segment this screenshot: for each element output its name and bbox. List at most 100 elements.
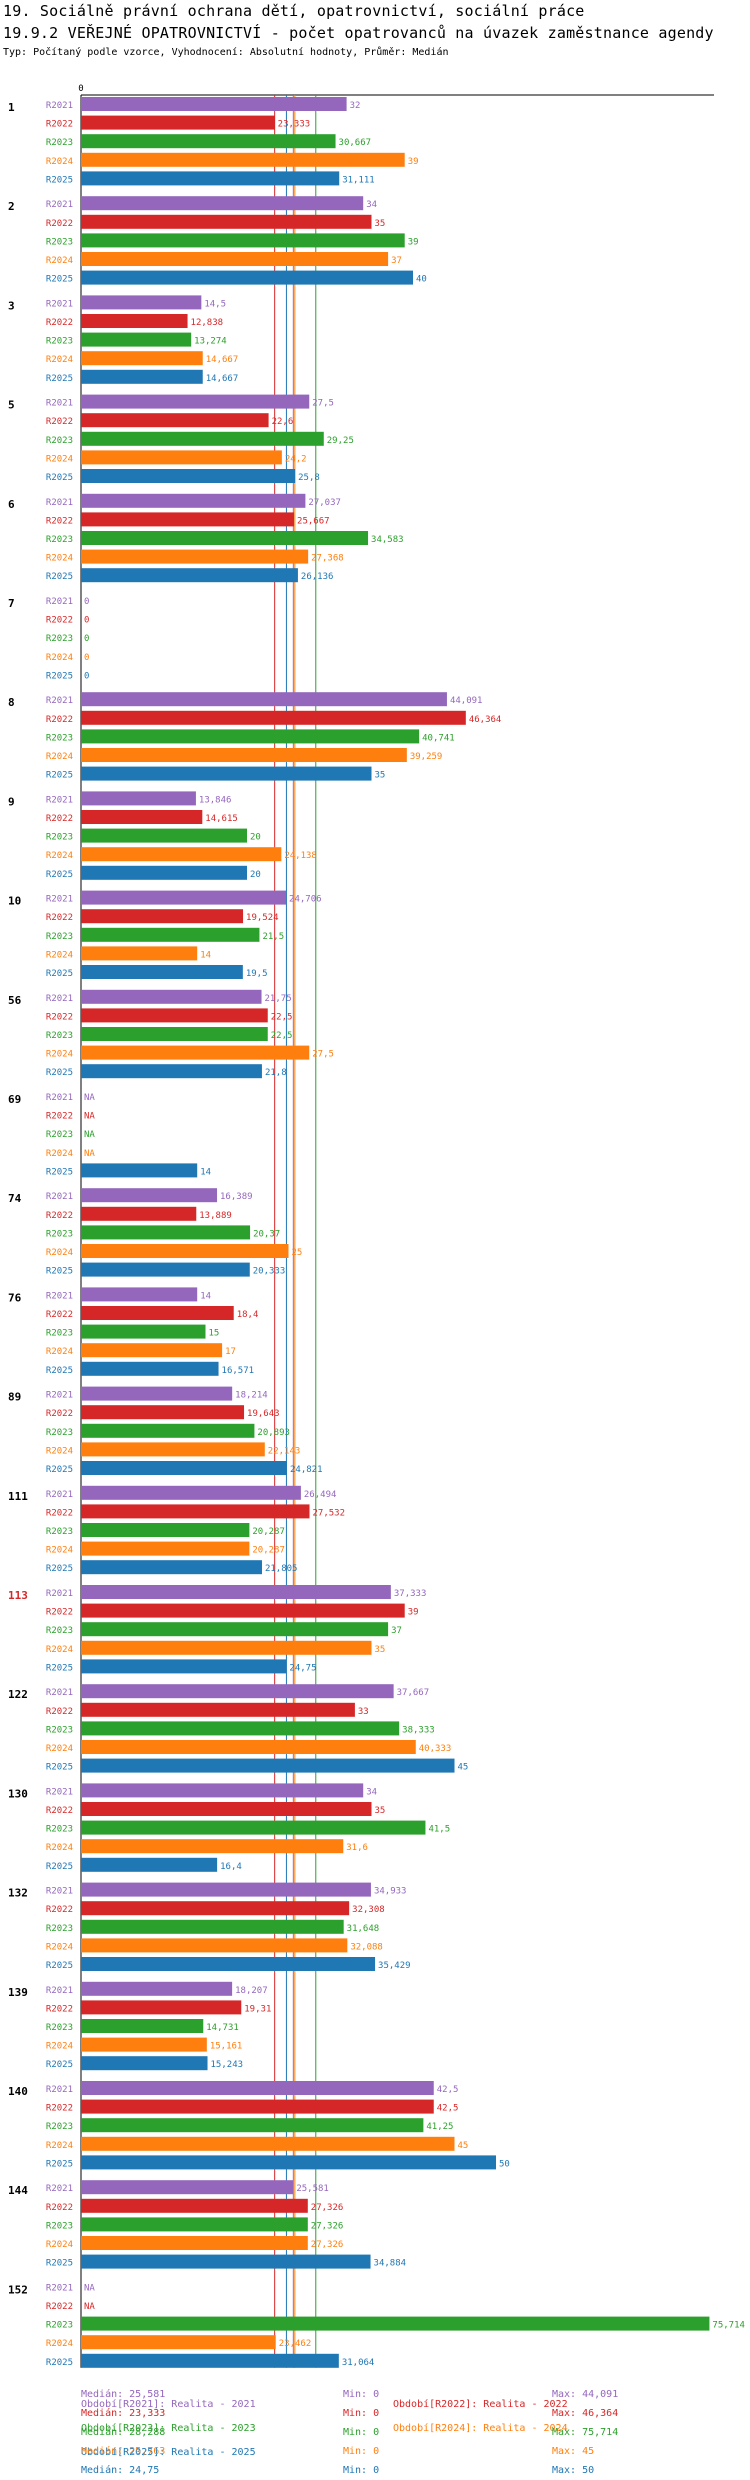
series-label-10-R2021: R2021	[46, 895, 73, 905]
value-label-113-R2021: 37,333	[394, 1589, 427, 1599]
group-label-56: 56	[8, 994, 22, 1007]
bar-76-R2022	[81, 1306, 234, 1320]
value-label-122-R2023: 38,333	[402, 1725, 435, 1735]
group-label-5: 5	[8, 399, 15, 412]
value-label-130-R2022: 35	[375, 1806, 386, 1816]
value-label-1-R2024: 39	[408, 157, 419, 167]
value-label-9-R2022: 14,615	[205, 814, 238, 824]
value-label-3-R2023: 13,274	[194, 337, 227, 347]
value-label-140-R2022: 42,5	[437, 2104, 459, 2114]
series-label-56-R2021: R2021	[46, 994, 73, 1004]
group-label-2: 2	[8, 200, 15, 213]
group-label-69: 69	[8, 1093, 21, 1106]
series-label-113-R2023: R2023	[46, 1626, 73, 1636]
value-label-3-R2025: 14,667	[206, 374, 239, 384]
group-label-8: 8	[8, 696, 15, 709]
series-label-3-R2024: R2024	[46, 355, 73, 365]
value-label-8-R2025: 35	[375, 771, 386, 781]
value-label-10-R2021: 24,706	[289, 895, 322, 905]
bar-2-R2023	[81, 233, 405, 248]
bar-9-R2024	[81, 847, 282, 862]
value-label-144-R2023: 27,326	[311, 2221, 344, 2231]
bar-5-R2023	[81, 431, 324, 446]
value-label-144-R2024: 27,326	[311, 2240, 344, 2250]
bar-74-R2025	[81, 1262, 250, 1277]
bar-9-R2021	[81, 791, 196, 806]
bar-1-R2022	[81, 115, 275, 130]
bar-56-R2021	[81, 989, 262, 1004]
value-label-5-R2022: 22,6	[272, 417, 294, 427]
value-label-56-R2024: 27,5	[312, 1050, 334, 1060]
legend-entry-4: Období[R2024]: Realita - 2024	[393, 2422, 568, 2434]
series-label-152-R2023: R2023	[46, 2321, 73, 2331]
value-label-132-R2024: 32,088	[350, 1942, 383, 1952]
bar-144-R2025	[81, 2254, 371, 2269]
bar-140-R2022	[81, 2099, 434, 2114]
bar-56-R2022	[81, 1008, 268, 1023]
bar-89-R2023	[81, 1423, 255, 1438]
value-label-5-R2024: 24,2	[285, 454, 307, 464]
series-label-139-R2021: R2021	[46, 1986, 73, 1996]
value-label-8-R2024: 39,259	[410, 752, 443, 762]
value-label-111-R2021: 26,494	[304, 1490, 337, 1500]
bar-76-R2023	[81, 1324, 206, 1339]
group-label-122: 122	[8, 1688, 28, 1701]
bar-1-R2023	[81, 134, 336, 149]
value-label-10-R2025: 19,5	[246, 969, 268, 979]
series-label-122-R2024: R2024	[46, 1744, 73, 1754]
value-label-74-R2021: 16,389	[220, 1192, 253, 1202]
value-label-9-R2021: 13,846	[199, 795, 232, 805]
series-label-69-R2024: R2024	[46, 1149, 73, 1159]
value-label-76-R2022: 18,4	[237, 1310, 259, 1320]
value-label-139-R2023: 14,731	[206, 2023, 239, 2033]
bar-122-R2025	[81, 1758, 455, 1773]
group-label-152: 152	[8, 2283, 28, 2296]
series-label-69-R2021: R2021	[46, 1093, 73, 1103]
axis-zero-label: 0	[78, 84, 83, 94]
bar-56-R2023	[81, 1027, 268, 1041]
value-label-69-R2021: NA	[84, 1093, 95, 1103]
stat-median-3: Medián: 28,288	[81, 2426, 165, 2438]
series-label-122-R2025: R2025	[46, 1763, 73, 1773]
series-label-74-R2024: R2024	[46, 1248, 73, 1258]
stat-median-4: Medián: 25,763	[81, 2445, 165, 2457]
series-label-2-R2024: R2024	[46, 256, 73, 266]
bar-1-R2021	[81, 97, 347, 111]
value-label-140-R2021: 42,5	[437, 2085, 459, 2095]
group-label-76: 76	[8, 1291, 22, 1304]
chart-title: 19. Sociálně právní ochrana dětí, opatro…	[3, 2, 585, 20]
value-label-7-R2023: 0	[84, 634, 89, 644]
value-label-152-R2022: NA	[84, 2302, 95, 2312]
series-label-1-R2023: R2023	[46, 138, 73, 148]
bar-3-R2024	[81, 351, 203, 366]
series-label-74-R2021: R2021	[46, 1192, 73, 1202]
bar-140-R2024	[81, 2136, 455, 2151]
stat-min-4: Min: 0	[343, 2446, 379, 2457]
value-label-122-R2025: 45	[458, 1763, 469, 1773]
value-label-76-R2024: 17	[225, 1347, 236, 1357]
value-label-140-R2023: 41,25	[426, 2122, 453, 2132]
value-label-130-R2021: 34	[366, 1787, 377, 1797]
value-label-1-R2021: 32	[350, 101, 361, 111]
bar-111-R2024	[81, 1541, 250, 1556]
group-label-144: 144	[8, 2184, 28, 2197]
value-label-74-R2025: 20,333	[253, 1267, 286, 1277]
bar-122-R2024	[81, 1740, 416, 1754]
bar-130-R2022	[81, 1802, 372, 1816]
value-label-56-R2021: 21,75	[265, 994, 292, 1004]
series-label-10-R2022: R2022	[46, 913, 73, 923]
bar-152-R2023	[81, 2316, 710, 2331]
value-label-1-R2025: 31,111	[342, 175, 375, 185]
series-label-144-R2025: R2025	[46, 2259, 73, 2269]
series-label-8-R2022: R2022	[46, 715, 73, 725]
series-label-130-R2024: R2024	[46, 1843, 73, 1853]
value-label-130-R2024: 31,6	[346, 1843, 368, 1853]
series-label-3-R2021: R2021	[46, 299, 73, 309]
series-label-140-R2024: R2024	[46, 2141, 73, 2151]
series-label-8-R2021: R2021	[46, 696, 73, 706]
series-label-6-R2024: R2024	[46, 554, 73, 564]
stat-min-3: Min: 0	[343, 2427, 379, 2438]
value-label-74-R2023: 20,37	[253, 1229, 280, 1239]
value-label-132-R2021: 34,933	[374, 1887, 407, 1897]
